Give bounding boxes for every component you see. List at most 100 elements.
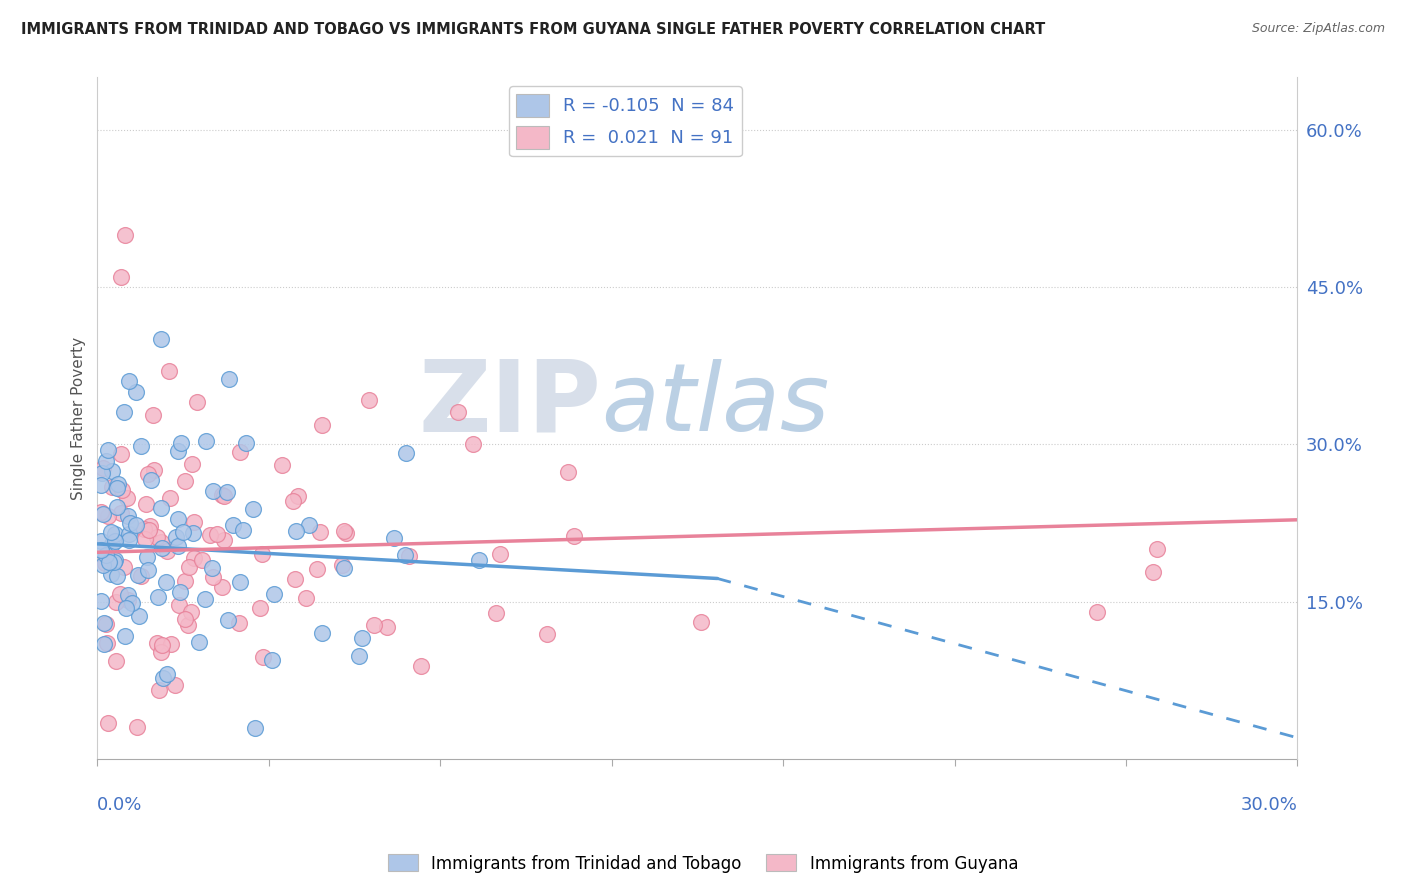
Point (468, 553, 491, 567)
Point (287, 489, 309, 503)
Point (91, 558, 114, 573)
Point (335, 525, 357, 540)
Point (167, 512, 190, 526)
Point (228, 445, 250, 459)
Point (134, 523, 156, 537)
Point (363, 617, 385, 632)
Point (100, 525, 122, 540)
Point (165, 678, 187, 692)
Point (352, 631, 374, 645)
Point (105, 654, 128, 668)
Point (394, 549, 416, 563)
Point (169, 584, 191, 599)
Point (232, 524, 254, 538)
Point (281, 494, 304, 508)
Point (149, 500, 172, 515)
Point (200, 528, 222, 542)
Point (330, 558, 353, 572)
Point (90, 466, 112, 480)
Point (105, 568, 128, 582)
Point (243, 721, 266, 735)
Point (97, 508, 120, 523)
Point (212, 533, 235, 547)
Point (149, 645, 172, 659)
Point (461, 437, 484, 451)
Point (134, 532, 156, 546)
Point (142, 463, 165, 477)
Point (110, 269, 132, 284)
Point (115, 600, 138, 615)
Point (249, 601, 271, 615)
Point (97, 716, 120, 731)
Point (105, 500, 128, 515)
Point (104, 553, 127, 567)
Point (488, 547, 510, 561)
Point (180, 605, 202, 619)
Point (270, 458, 292, 472)
Point (127, 720, 149, 734)
Point (166, 444, 188, 458)
Point (105, 481, 128, 495)
Point (104, 526, 127, 541)
Point (309, 525, 332, 540)
Point (128, 609, 150, 624)
Point (211, 580, 233, 594)
Point (104, 534, 127, 549)
Point (284, 572, 307, 586)
Point (229, 575, 252, 590)
Point (177, 560, 200, 574)
Point (173, 475, 195, 489)
Point (107, 476, 129, 491)
Point (218, 372, 240, 386)
Point (96, 548, 118, 562)
Point (167, 599, 190, 613)
Point (111, 483, 134, 498)
Point (174, 612, 197, 626)
Point (177, 618, 200, 632)
Point (409, 658, 432, 673)
Point (117, 593, 139, 607)
Point (1087, 605, 1109, 619)
Point (191, 553, 214, 567)
Point (217, 613, 239, 627)
Point (104, 595, 127, 609)
Point (125, 384, 148, 399)
Point (284, 524, 307, 539)
Point (138, 523, 160, 537)
Point (156, 543, 179, 558)
Point (536, 627, 558, 641)
Point (150, 639, 173, 653)
Point (135, 497, 157, 511)
Point (172, 524, 194, 539)
Point (108, 587, 131, 601)
Point (263, 587, 285, 601)
Point (127, 568, 149, 582)
Point (148, 682, 170, 697)
Legend: R = -0.105  N = 84, R =  0.021  N = 91: R = -0.105 N = 84, R = 0.021 N = 91 (509, 87, 741, 156)
Point (187, 634, 209, 648)
Text: ZIP: ZIP (419, 356, 602, 453)
Point (93, 637, 115, 651)
Point (228, 616, 250, 631)
Point (242, 502, 264, 516)
Point (146, 530, 169, 544)
Point (180, 457, 202, 471)
Point (96, 636, 118, 650)
Point (118, 527, 141, 541)
Point (690, 615, 713, 629)
Point (1146, 542, 1168, 557)
Point (1142, 565, 1164, 579)
Point (311, 418, 333, 433)
Point (382, 532, 405, 546)
Point (139, 519, 162, 533)
Text: 30.0%: 30.0% (1240, 797, 1298, 814)
Point (125, 518, 148, 533)
Point (156, 666, 179, 681)
Point (138, 467, 160, 482)
Point (145, 636, 167, 650)
Point (202, 570, 225, 584)
Point (562, 529, 585, 543)
Point (297, 518, 319, 533)
Point (100, 567, 122, 582)
Text: Source: ZipAtlas.com: Source: ZipAtlas.com (1251, 22, 1385, 36)
